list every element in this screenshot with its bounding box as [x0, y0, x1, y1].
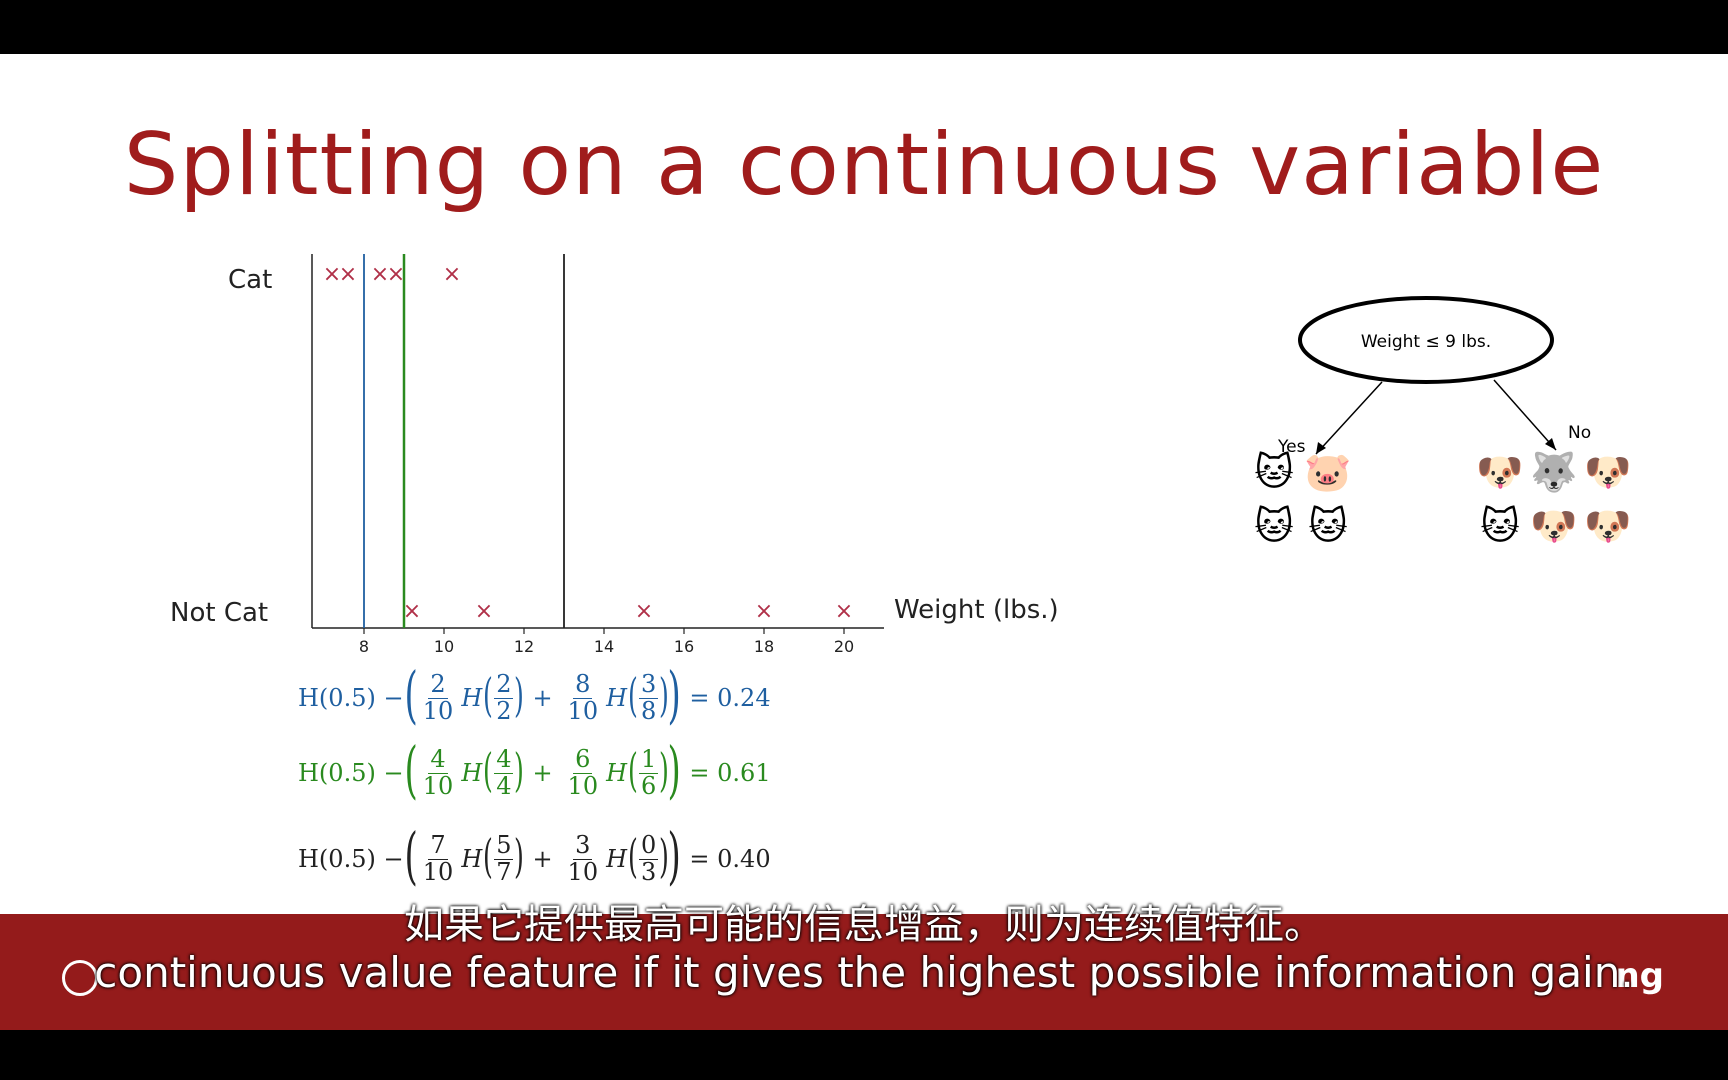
yes-branch-line	[1315, 381, 1383, 455]
x-tick-label: 12	[514, 637, 534, 656]
data-point-x-mark: ×	[835, 599, 853, 624]
data-point-x-mark: ×	[387, 262, 405, 287]
slide-title: Splitting on a continuous variable	[123, 115, 1605, 215]
data-point-x-mark: ×	[475, 599, 493, 624]
data-point-x-mark: ×	[443, 262, 461, 287]
animal-face: 🐶	[1584, 503, 1632, 548]
animal-face: 🐶	[1584, 449, 1632, 494]
info-gain-equation-3: H(0.5) −( 7 10 H(5 7) + 3 10 H(0 3) ) = 0.40	[298, 819, 771, 892]
tree-node-ellipse	[1298, 296, 1554, 384]
y-category-cat: Cat	[228, 265, 272, 295]
animal-face: 🐷	[1304, 449, 1352, 494]
no-label: No	[1568, 423, 1591, 443]
y-category-not-cat: Not Cat	[170, 598, 268, 628]
animal-face: 🐱	[1308, 504, 1348, 548]
x-tick-label: 16	[674, 637, 694, 656]
animal-face: 🐶	[1476, 449, 1524, 494]
no-animals: 🐶 🐺 🐶 🐱 🐶 🐶	[1476, 448, 1646, 550]
subtitle-chinese: 如果它提供最高可能的信息增益，则为连续值特征。	[404, 902, 1324, 948]
x-tick-label: 8	[359, 637, 369, 656]
x-tick-label: 14	[594, 637, 614, 656]
no-arrowhead	[1545, 438, 1556, 450]
course-logo-icon	[62, 960, 98, 996]
x-tick-label: 10	[434, 637, 454, 656]
data-point-x-mark: ×	[371, 262, 389, 287]
no-branch-line	[1493, 379, 1557, 451]
data-point-x-mark: ×	[635, 599, 653, 624]
x-axis-label: Weight (lbs.)	[894, 595, 1059, 625]
data-point-x-mark: ×	[339, 262, 357, 287]
subtitle-english: continuous value feature if it gives the…	[94, 948, 1634, 997]
data-point-x-mark: ×	[323, 262, 341, 287]
info-gain-equation-1: H(0.5) −( 2 10 H(2 2) + 8 10 H(3 8) ) = 0.24	[298, 658, 771, 731]
yes-animals: 🐱 🐷 🐱 🐱	[1250, 448, 1360, 550]
slide: Splitting on a continuous variable × × × × ×…	[0, 54, 1728, 914]
subtitle-bar	[0, 914, 1728, 1030]
x-tick-label: 20	[834, 637, 854, 656]
yes-label: Yes	[1277, 437, 1306, 457]
animal-face: 🐱	[1480, 504, 1520, 548]
animal-face: 🐶	[1530, 503, 1578, 548]
animal-face: 🐱	[1254, 450, 1294, 494]
x-tick-label: 18	[754, 637, 774, 656]
data-point-x-mark: ×	[755, 599, 773, 624]
info-gain-equation-2: H(0.5) −( 4 10 H(4 4) + 6 10 H(1 6) ) = 0.61	[298, 733, 771, 806]
animal-face: 🐱	[1254, 504, 1294, 548]
weight-scatter-chart: ×× ×× ×× × × × × 8 10 12 14 16 18 20 Cat Not Cat Wei…	[170, 254, 1059, 656]
animal-face: 🐺	[1530, 449, 1578, 494]
tree-node-label: Weight ≤ 9 lbs.	[1361, 332, 1491, 352]
brand-text: ng	[1615, 956, 1664, 996]
data-point-x-mark: ×	[403, 599, 421, 624]
yes-arrowhead	[1316, 442, 1326, 454]
